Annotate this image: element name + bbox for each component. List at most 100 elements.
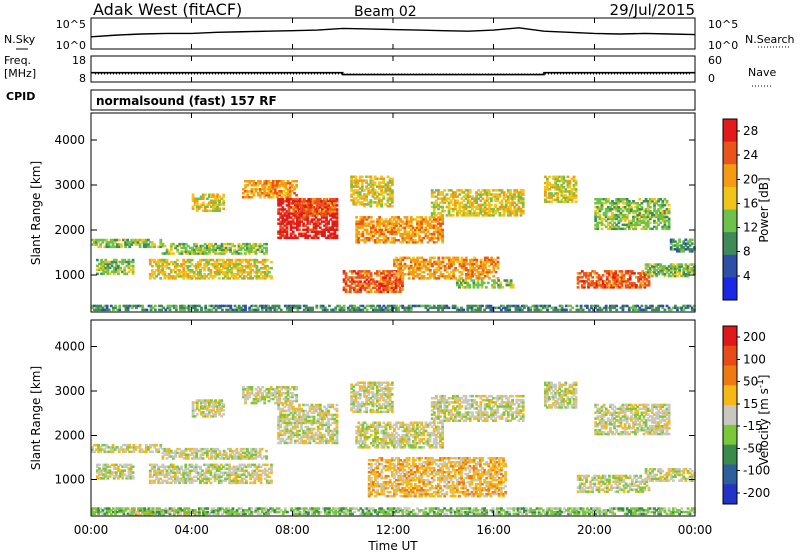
echo-cell	[386, 220, 390, 223]
echo-cell	[209, 262, 213, 266]
echo-cell	[365, 239, 369, 242]
echo-cell	[222, 195, 226, 198]
echo-cell	[302, 218, 305, 221]
echo-cell	[390, 193, 394, 196]
echo-cell	[618, 286, 622, 289]
echo-cell	[281, 220, 285, 223]
echo-cell	[480, 281, 484, 285]
echo-cell	[199, 479, 202, 483]
echo-cell	[416, 216, 419, 219]
echo-cell	[642, 219, 646, 223]
echo-cell	[609, 225, 612, 229]
echo-cell	[182, 277, 186, 280]
echo-cell	[311, 208, 315, 211]
echo-cell	[489, 304, 493, 308]
echo-cell	[352, 193, 356, 196]
echo-cell	[353, 288, 356, 291]
echo-cell	[104, 467, 108, 470]
echo-cell	[550, 186, 553, 189]
echo-cell	[169, 244, 173, 248]
echo-cell	[494, 195, 497, 198]
echo-cell	[493, 279, 496, 282]
echo-cell	[613, 205, 616, 209]
echo-cell	[640, 207, 644, 211]
echo-cell	[497, 279, 501, 282]
echo-cell	[657, 272, 661, 276]
echo-cell	[369, 290, 373, 294]
echo-cell	[454, 195, 457, 198]
echo-cell	[486, 281, 490, 285]
echo-cell	[635, 276, 638, 279]
echo-cell	[193, 304, 197, 308]
echo-cell	[312, 234, 316, 237]
echo-cell	[424, 304, 428, 308]
echo-cell	[292, 306, 296, 310]
echo-cell	[386, 236, 390, 240]
echo-cell	[112, 266, 116, 270]
echo-cell	[330, 214, 334, 217]
echo-cell	[622, 274, 626, 277]
echo-cell	[486, 270, 489, 274]
echo-cell	[448, 275, 451, 278]
echo-cell	[365, 197, 368, 200]
echo-cell	[399, 258, 403, 262]
echo-cell	[447, 197, 451, 200]
echo-cell	[355, 222, 359, 225]
echo-cell	[328, 212, 332, 215]
echo-cell	[602, 213, 606, 217]
echo-cell	[335, 210, 339, 213]
echo-cell	[178, 273, 181, 276]
echo-cell	[641, 284, 645, 287]
echo-cell	[511, 203, 514, 207]
echo-cell	[210, 308, 214, 312]
echo-cell	[151, 258, 154, 262]
echo-cell	[195, 252, 199, 255]
echo-cell	[613, 215, 616, 219]
echo-cell	[594, 198, 598, 201]
echo-cell	[443, 256, 447, 260]
echo-cell	[128, 243, 132, 246]
echo-cell	[627, 200, 631, 203]
echo-cell	[246, 180, 250, 183]
echo-cell	[548, 175, 551, 179]
echo-cell	[195, 246, 199, 250]
echo-cell	[355, 306, 359, 310]
echo-cell	[277, 304, 281, 308]
echo-cell	[641, 270, 645, 273]
echo-cell	[250, 250, 254, 253]
echo-cell	[322, 202, 326, 205]
echo-cell	[390, 199, 394, 202]
echo-cell	[216, 203, 219, 206]
echo-cell	[210, 199, 213, 202]
echo-cell	[462, 195, 466, 198]
echo-cell	[318, 230, 322, 233]
echo-cell	[612, 280, 615, 283]
echo-cell	[215, 273, 219, 276]
echo-cell	[667, 306, 671, 310]
echo-cell	[674, 304, 677, 308]
echo-cell	[148, 260, 152, 264]
echo-cell	[330, 308, 333, 312]
echo-cell	[106, 260, 110, 264]
echo-cell	[445, 197, 449, 200]
echo-cell	[242, 275, 246, 278]
echo-cell	[437, 304, 440, 308]
echo-cell	[606, 205, 610, 209]
echo-cell	[333, 224, 337, 227]
echo-cell	[207, 467, 211, 471]
echo-cell	[213, 473, 217, 477]
echo-cell	[384, 224, 388, 227]
echo-cell	[378, 193, 381, 196]
echo-cell	[605, 270, 609, 273]
echo-cell	[646, 215, 650, 219]
echo-cell	[517, 205, 521, 209]
echo-cell	[653, 225, 656, 229]
echo-cell	[265, 192, 269, 195]
echo-cell	[204, 304, 208, 308]
echo-cell	[640, 213, 644, 217]
echo-cell	[458, 205, 462, 209]
echo-cell	[363, 306, 367, 310]
echo-cell	[323, 308, 327, 312]
echo-cell	[449, 189, 453, 192]
echo-cell	[307, 210, 311, 213]
